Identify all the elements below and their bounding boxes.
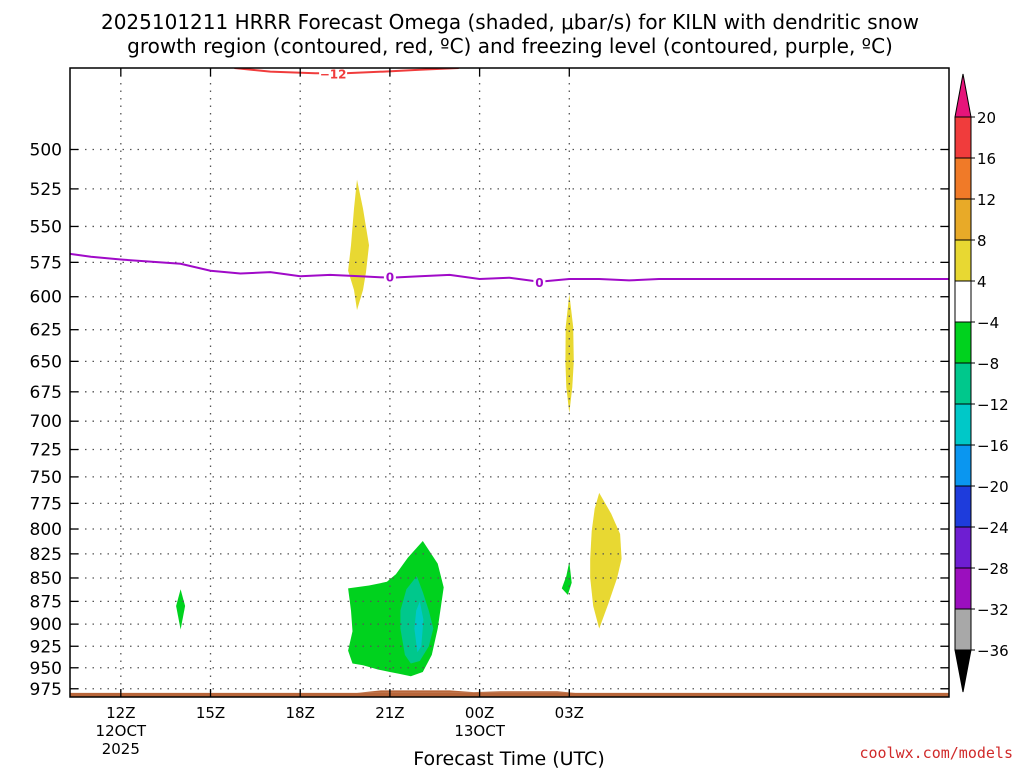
colorbar-label: −20 [977, 478, 1009, 496]
freezing-level-label-0: 0 [386, 270, 394, 284]
colorbar-label: −28 [977, 560, 1009, 578]
chart-title-line2: growth region (contoured, red, ºC) and f… [127, 34, 893, 58]
colorbar-swatch-3 [954, 239, 972, 282]
grid-layer [70, 68, 949, 697]
freezing-level-line [70, 252, 949, 283]
y-tick-label: 975 [30, 680, 62, 700]
colorbar-label: −8 [977, 355, 999, 373]
x-axis-title: Forecast Time (UTC) [413, 748, 604, 768]
colorbar-swatch-6 [954, 362, 972, 405]
y-tick-label: 950 [30, 659, 62, 679]
chart-title-line1: 2025101211 HRRR Forecast Omega (shaded, … [101, 10, 919, 34]
x-tick-label: 03Z [555, 704, 584, 722]
y-tick-label: 925 [30, 637, 62, 657]
y-tick-label: 750 [30, 468, 62, 488]
colorbar-label: −4 [977, 314, 999, 332]
y-tick-label: 725 [30, 441, 62, 461]
colorbar-label: −36 [977, 642, 1009, 660]
y-tick-label: 875 [30, 592, 62, 612]
colorbar-swatch-12 [954, 608, 972, 651]
dgz-contour-label: −12 [320, 67, 347, 81]
plot-frame [69, 67, 950, 698]
freezing-label-bg-0 [383, 269, 396, 284]
colorbar-swatch-10 [954, 526, 972, 569]
colorbar-swatch-4 [954, 280, 972, 323]
colorbar-label: −12 [977, 396, 1009, 414]
x-tick-label: 21Z [375, 704, 404, 722]
colorbar-label: −24 [977, 519, 1009, 537]
colorbar-swatch-5 [954, 321, 972, 364]
omega-region-3 [176, 589, 186, 630]
colorbar-top-arrow [954, 73, 972, 118]
y-axis: 500 525 550 575 600 625 650 675 700 725 750 775 800 8… [30, 140, 949, 700]
colorbar-swatch-9 [954, 485, 972, 528]
x-tick-date-label: 13OCT [454, 722, 505, 740]
y-tick-label: 900 [30, 615, 62, 635]
y-tick-label: 575 [30, 253, 62, 273]
y-tick-label: 675 [30, 383, 62, 403]
colorbar-swatch-1 [954, 157, 972, 200]
surface-strip-1 [357, 690, 576, 693]
credit-text: coolwx.com/models [859, 744, 1013, 762]
y-tick-label: 600 [30, 288, 62, 308]
y-tick-label: 825 [30, 545, 62, 565]
colorbar-legend: 20 16 12 8 4 −4 −8 −12 −16 −20 −24 −28 −32 −36 [954, 73, 1009, 693]
x-tick-label: 15Z [196, 704, 225, 722]
y-tick-label: 700 [30, 412, 62, 432]
freezing-level-label-1: 0 [535, 276, 543, 290]
freezing-label-bg-1 [533, 274, 546, 289]
dgz-label-bg [319, 68, 348, 81]
colorbar-swatch-11 [954, 567, 972, 610]
y-tick-label: 775 [30, 494, 62, 514]
colorbar-label: 12 [977, 191, 996, 209]
colorbar-label: −16 [977, 437, 1009, 455]
colorbar-label: −32 [977, 601, 1009, 619]
y-tick-label: 850 [30, 569, 62, 589]
contour-layer: 0 0 −12 [70, 67, 949, 290]
y-tick-label: 525 [30, 180, 62, 200]
omega-region-7 [414, 601, 424, 653]
colorbar-swatch-7 [954, 403, 972, 446]
colorbar-label: 16 [977, 150, 996, 168]
x-tick-year-label: 2025 [102, 740, 140, 758]
omega-region-5 [348, 541, 444, 677]
x-tick-label: 00Z [465, 704, 494, 722]
omega-region-0 [348, 179, 369, 311]
y-tick-label: 800 [30, 520, 62, 540]
colorbar-label: 20 [977, 109, 996, 127]
colorbar-swatch-8 [954, 444, 972, 487]
x-tick-date-label: 12OCT [96, 722, 147, 740]
surface-strip-0 [70, 692, 949, 697]
y-tick-label: 625 [30, 321, 62, 341]
y-tick-label: 650 [30, 352, 62, 372]
colorbar-swatch-0 [954, 116, 972, 159]
y-tick-label: 550 [30, 217, 62, 237]
colorbar-label: 8 [977, 232, 987, 250]
omega-region-2 [590, 492, 622, 629]
x-tick-label: 12Z [106, 704, 135, 722]
y-tick-label: 500 [30, 140, 62, 160]
omega-shading-layer [70, 179, 949, 697]
colorbar-label: 4 [977, 273, 987, 291]
omega-region-4 [561, 561, 572, 595]
colorbar-swatch-2 [954, 198, 972, 241]
colorbar-bottom-arrow [954, 649, 972, 693]
x-tick-label: 18Z [286, 704, 315, 722]
